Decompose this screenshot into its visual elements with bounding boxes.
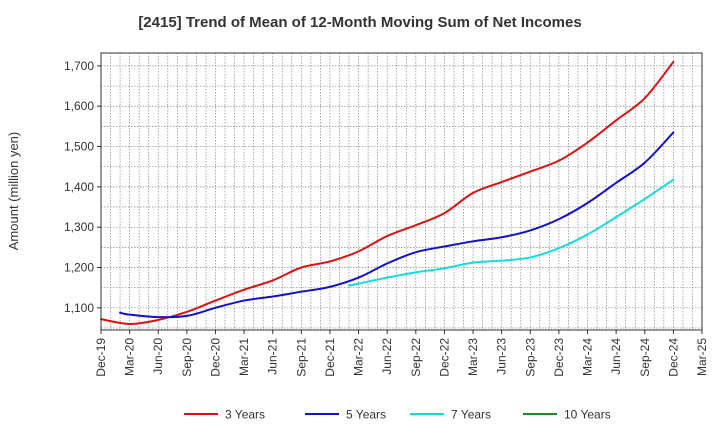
y-tick-label: 1,300	[64, 220, 94, 234]
x-tick-label: Mar-21	[237, 338, 251, 376]
x-tick-label: Sep-24	[638, 338, 652, 377]
series-line-3-years	[100, 60, 675, 325]
legend-label-10-years: 10 Years	[564, 408, 611, 422]
y-axis-label: Amount (million yen)	[6, 132, 21, 251]
series-layer	[100, 60, 675, 325]
y-tick-label: 1,600	[64, 99, 94, 113]
legend-label-3-years: 3 Years	[225, 408, 265, 422]
legend: 3 Years 5 Years 7 Years 10 Years	[184, 408, 611, 422]
x-tick-label: Jun-21	[266, 338, 280, 375]
x-tick-label: Dec-19	[94, 338, 108, 377]
plot-frame	[100, 52, 703, 331]
x-tick-label: Sep-22	[409, 338, 423, 377]
x-tick-label: Mar-23	[466, 338, 480, 376]
legend-label-5-years: 5 Years	[346, 408, 386, 422]
x-axis: Dec-19 Mar-20 Jun-20 Sep-20 Dec-20 Mar-21 Jun-…	[94, 330, 709, 377]
x-tick-label: Mar-22	[352, 338, 366, 376]
x-tick-label: Mar-25	[695, 338, 709, 376]
x-tick-label: Dec-24	[666, 338, 680, 377]
y-tick-label: 1,200	[64, 261, 94, 275]
plot-area	[101, 53, 702, 330]
chart-title: [2415] Trend of Mean of 12-Month Moving …	[138, 14, 582, 31]
x-tick-label: Dec-21	[323, 338, 337, 377]
x-tick-label: Jun-23	[495, 338, 509, 375]
y-tick-label: 1,500	[64, 140, 94, 154]
series-line-7-years	[348, 178, 675, 287]
y-axis: 1,100 1,200 1,300 1,400 1,500 1,600 1,700	[64, 59, 101, 315]
x-tick-label: Jun-22	[380, 338, 394, 375]
x-tick-label: Sep-23	[523, 338, 537, 377]
grid-layer	[101, 53, 702, 330]
x-tick-label: Dec-20	[208, 338, 222, 377]
x-tick-label: Sep-21	[294, 338, 308, 377]
x-tick-label: Jun-24	[609, 338, 623, 375]
series-line-5-years	[119, 131, 675, 319]
y-tick-label: 1,100	[64, 301, 94, 315]
x-tick-label: Dec-23	[552, 338, 566, 377]
legend-label-7-years: 7 Years	[451, 408, 491, 422]
x-tick-label: Mar-20	[123, 338, 137, 376]
x-tick-label: Sep-20	[180, 338, 194, 377]
y-tick-label: 1,400	[64, 180, 94, 194]
x-tick-label: Mar-24	[581, 338, 595, 376]
y-tick-label: 1,700	[64, 59, 94, 73]
x-tick-label: Jun-20	[151, 338, 165, 375]
x-tick-label: Dec-22	[437, 338, 451, 377]
